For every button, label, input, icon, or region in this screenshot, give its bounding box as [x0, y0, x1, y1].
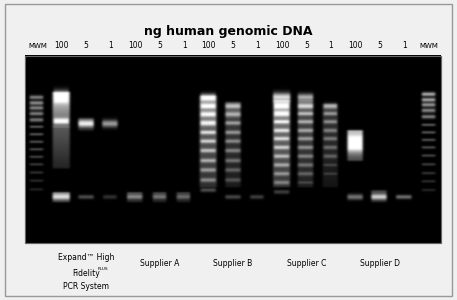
Text: 100: 100	[202, 41, 216, 50]
Text: 5: 5	[157, 41, 162, 50]
Text: 100: 100	[128, 41, 143, 50]
Bar	[25, 56, 441, 243]
Text: PCR System: PCR System	[63, 282, 109, 291]
Text: Expand™ High: Expand™ High	[58, 254, 115, 262]
Text: 1: 1	[182, 41, 186, 50]
Text: 1: 1	[255, 41, 260, 50]
Text: MWM: MWM	[420, 43, 438, 49]
Text: ng human genomic DNA: ng human genomic DNA	[144, 25, 313, 38]
Text: 5: 5	[304, 41, 309, 50]
Text: Supplier D: Supplier D	[360, 260, 400, 268]
Text: 5: 5	[231, 41, 235, 50]
Text: 1: 1	[108, 41, 113, 50]
Text: 100: 100	[348, 41, 363, 50]
Text: Supplier A: Supplier A	[140, 260, 179, 268]
Text: Fidelity: Fidelity	[72, 268, 100, 278]
Bar	[25, 56, 441, 243]
Text: 100: 100	[54, 41, 69, 50]
Text: Supplier C: Supplier C	[287, 260, 326, 268]
Text: 100: 100	[275, 41, 289, 50]
Text: 1: 1	[329, 41, 333, 50]
Text: 5: 5	[377, 41, 383, 50]
Text: PLUS: PLUS	[98, 267, 108, 271]
Text: 5: 5	[84, 41, 89, 50]
Text: 1: 1	[402, 41, 407, 50]
Text: MWM: MWM	[28, 43, 47, 49]
Text: Supplier B: Supplier B	[213, 260, 253, 268]
